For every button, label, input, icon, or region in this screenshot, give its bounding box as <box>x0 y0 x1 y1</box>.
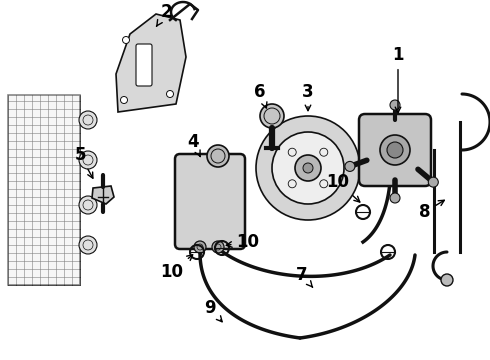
Circle shape <box>207 145 229 167</box>
Circle shape <box>428 177 438 187</box>
Text: 8: 8 <box>419 200 444 221</box>
Text: 3: 3 <box>302 83 314 111</box>
FancyBboxPatch shape <box>136 44 152 86</box>
Polygon shape <box>116 14 186 112</box>
Circle shape <box>212 241 224 253</box>
Text: 9: 9 <box>204 299 222 322</box>
Text: 6: 6 <box>254 83 267 108</box>
Circle shape <box>167 90 173 98</box>
Text: 10: 10 <box>226 233 260 251</box>
Polygon shape <box>92 186 114 204</box>
Circle shape <box>303 163 313 173</box>
Circle shape <box>79 111 97 129</box>
Circle shape <box>256 116 360 220</box>
Text: 4: 4 <box>187 133 200 157</box>
Circle shape <box>121 96 127 104</box>
Text: 1: 1 <box>392 46 404 113</box>
FancyBboxPatch shape <box>359 114 431 186</box>
Circle shape <box>272 132 344 204</box>
Text: 5: 5 <box>74 146 93 178</box>
Text: 7: 7 <box>296 266 313 287</box>
Circle shape <box>260 104 284 128</box>
Circle shape <box>122 36 129 44</box>
Circle shape <box>194 241 206 253</box>
Circle shape <box>79 151 97 169</box>
Circle shape <box>79 196 97 214</box>
Text: 2: 2 <box>156 3 172 26</box>
Circle shape <box>380 135 410 165</box>
Circle shape <box>387 142 403 158</box>
Text: 10: 10 <box>326 173 360 202</box>
Circle shape <box>295 155 321 181</box>
Bar <box>8 95 80 285</box>
FancyBboxPatch shape <box>175 154 245 249</box>
Circle shape <box>390 100 400 110</box>
Circle shape <box>441 274 453 286</box>
Circle shape <box>79 236 97 254</box>
Circle shape <box>345 161 355 171</box>
Circle shape <box>390 193 400 203</box>
Text: 10: 10 <box>161 255 193 281</box>
